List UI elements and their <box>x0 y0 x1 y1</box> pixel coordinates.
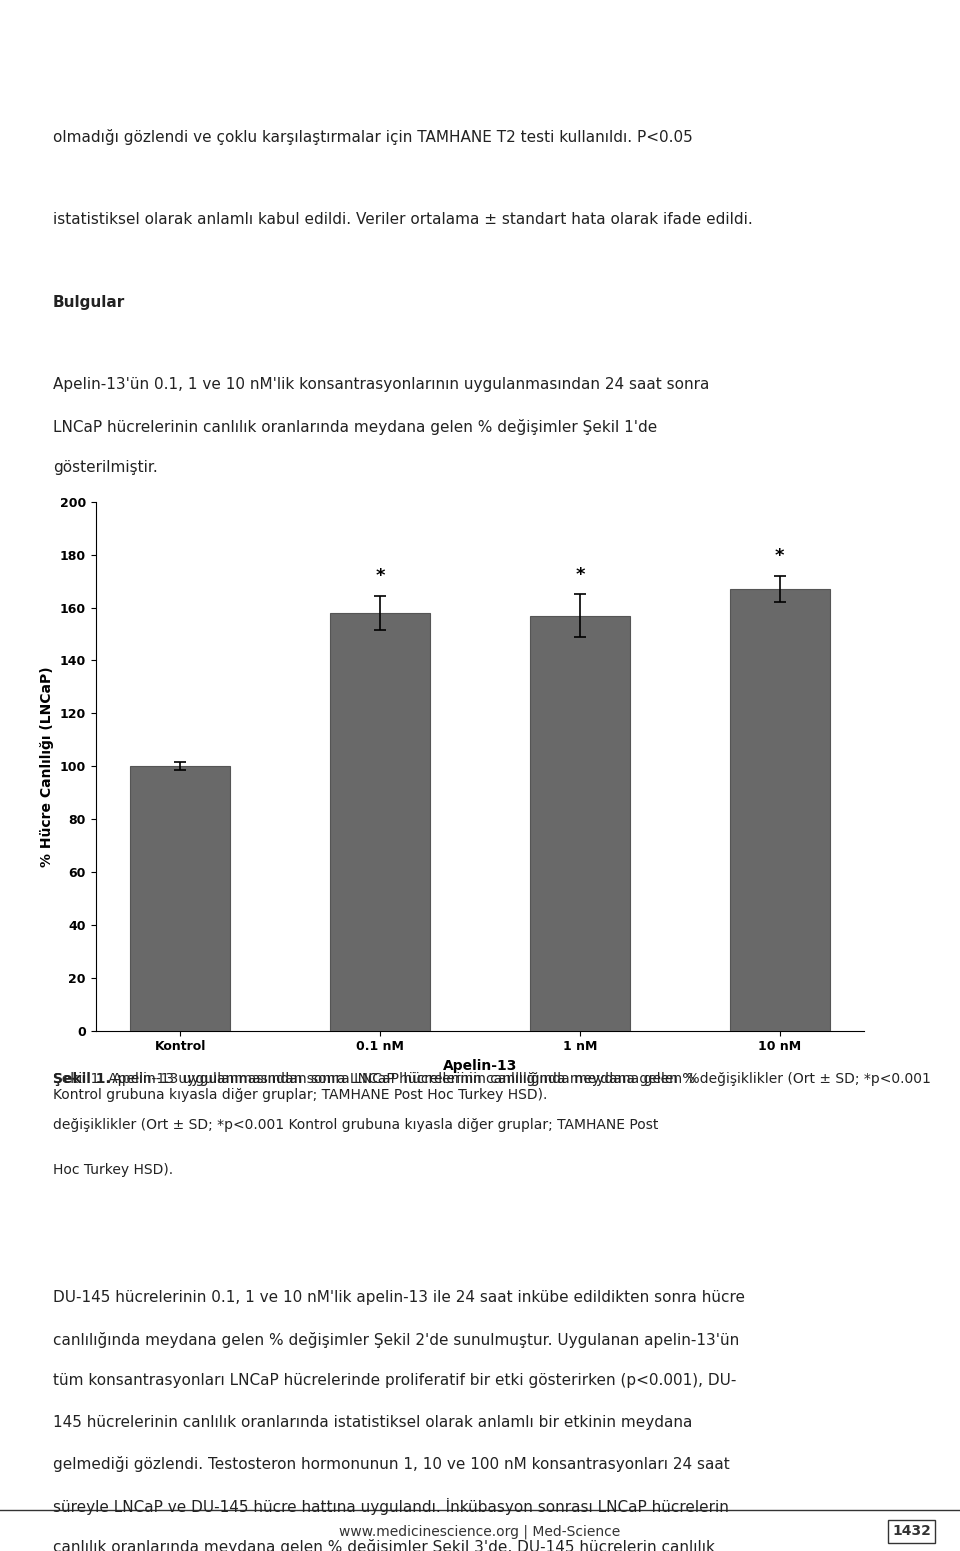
Text: 145 hücrelerinin canlılık oranlarında istatistiksel olarak anlamlı bir etkinin m: 145 hücrelerinin canlılık oranlarında is… <box>53 1415 692 1430</box>
Text: www.medicinescience.org | Med-Science: www.medicinescience.org | Med-Science <box>340 1525 620 1539</box>
Bar <box>730 589 829 1030</box>
Text: Prostate Cancer and Apelin: Prostate Cancer and Apelin <box>716 6 950 22</box>
Text: Hoc Turkey HSD).: Hoc Turkey HSD). <box>53 1163 173 1177</box>
Text: gelmediği gözlendi. Testosteron hormonunun 1, 10 ve 100 nM konsantrasyonları 24 : gelmediği gözlendi. Testosteron hormonun… <box>53 1456 730 1472</box>
Text: 1432: 1432 <box>893 1525 931 1539</box>
Text: süreyle LNCaP ve DU-145 hücre hattına uygulandı. İnkübasyon sonrası LNCaP hücrel: süreyle LNCaP ve DU-145 hücre hattına uy… <box>53 1498 729 1515</box>
Text: canlılığında meydana gelen % değişimler Şekil 2'de sunulmuştur. Uygulanan apelin: canlılığında meydana gelen % değişimler … <box>53 1332 739 1348</box>
Text: istatistiksel olarak anlamlı kabul edildi. Veriler ortalama ± standart hata olar: istatistiksel olarak anlamlı kabul edild… <box>53 211 753 226</box>
Text: tüm konsantrasyonları LNCaP hücrelerinde proliferatif bir etki gösterirken (p<0.: tüm konsantrasyonları LNCaP hücrelerinde… <box>53 1373 736 1388</box>
Text: Apelin-13 uygulanmasından sonra LNCaP hücrelerinin canlılığında meydana gelen %: Apelin-13 uygulanmasından sonra LNCaP hü… <box>108 1072 700 1086</box>
Text: doi: 10.5455/medscience.2014.03.8143: doi: 10.5455/medscience.2014.03.8143 <box>614 64 950 79</box>
Text: LNCaP hücrelerinin canlılık oranlarında meydana gelen % değişimler Şekil 1'de: LNCaP hücrelerinin canlılık oranlarında … <box>53 419 657 434</box>
Text: Medicine Science 2014;3(3):1427-41: Medicine Science 2014;3(3):1427-41 <box>10 6 323 22</box>
X-axis label: Apelin-13: Apelin-13 <box>443 1059 517 1073</box>
Text: *: * <box>775 548 784 565</box>
Text: Özgün Araştırma: Özgün Araştırma <box>10 34 155 51</box>
Bar <box>131 766 230 1030</box>
Text: gösterilmiştir.: gösterilmiştir. <box>53 461 157 476</box>
Text: Original Investigation: Original Investigation <box>10 64 196 79</box>
Text: Şekil 1.: Şekil 1. <box>53 1072 110 1086</box>
Text: Şekil 1. Apelin-13 uygulanmasından sonra LNCaP hücrelerinin canlılığında meydana: Şekil 1. Apelin-13 uygulanmasından sonra… <box>53 1072 930 1103</box>
Text: Bulgular: Bulgular <box>53 295 125 310</box>
Y-axis label: % Hücre Canlılığı (LNCaP): % Hücre Canlılığı (LNCaP) <box>40 665 54 867</box>
Text: değişiklikler (Ort ± SD; *p<0.001 Kontrol grubuna kıyasla diğer gruplar; TAMHANE: değişiklikler (Ort ± SD; *p<0.001 Kontro… <box>53 1118 659 1132</box>
Text: canlılık oranlarında meydana gelen % değişimler Şekil 3'de, DU-145 hücrelerin ca: canlılık oranlarında meydana gelen % değ… <box>53 1539 714 1551</box>
Text: Apelin-13'ün 0.1, 1 ve 10 nM'lik konsantrasyonlarının uygulanmasından 24 saat so: Apelin-13'ün 0.1, 1 ve 10 nM'lik konsant… <box>53 377 709 392</box>
Text: Prostat Kanseri ve Apelin: Prostat Kanseri ve Apelin <box>732 36 950 50</box>
Text: olmadığı gözlendi ve çoklu karşılaştırmalar için TAMHANE T2 testi kullanıldı. P<: olmadığı gözlendi ve çoklu karşılaştırma… <box>53 129 692 144</box>
Text: *: * <box>375 568 385 585</box>
Bar <box>530 616 630 1030</box>
Text: *: * <box>575 566 585 583</box>
Text: DU-145 hücrelerinin 0.1, 1 ve 10 nM'lik apelin-13 ile 24 saat inkübe edildikten : DU-145 hücrelerinin 0.1, 1 ve 10 nM'lik … <box>53 1290 745 1306</box>
Bar <box>330 613 430 1030</box>
